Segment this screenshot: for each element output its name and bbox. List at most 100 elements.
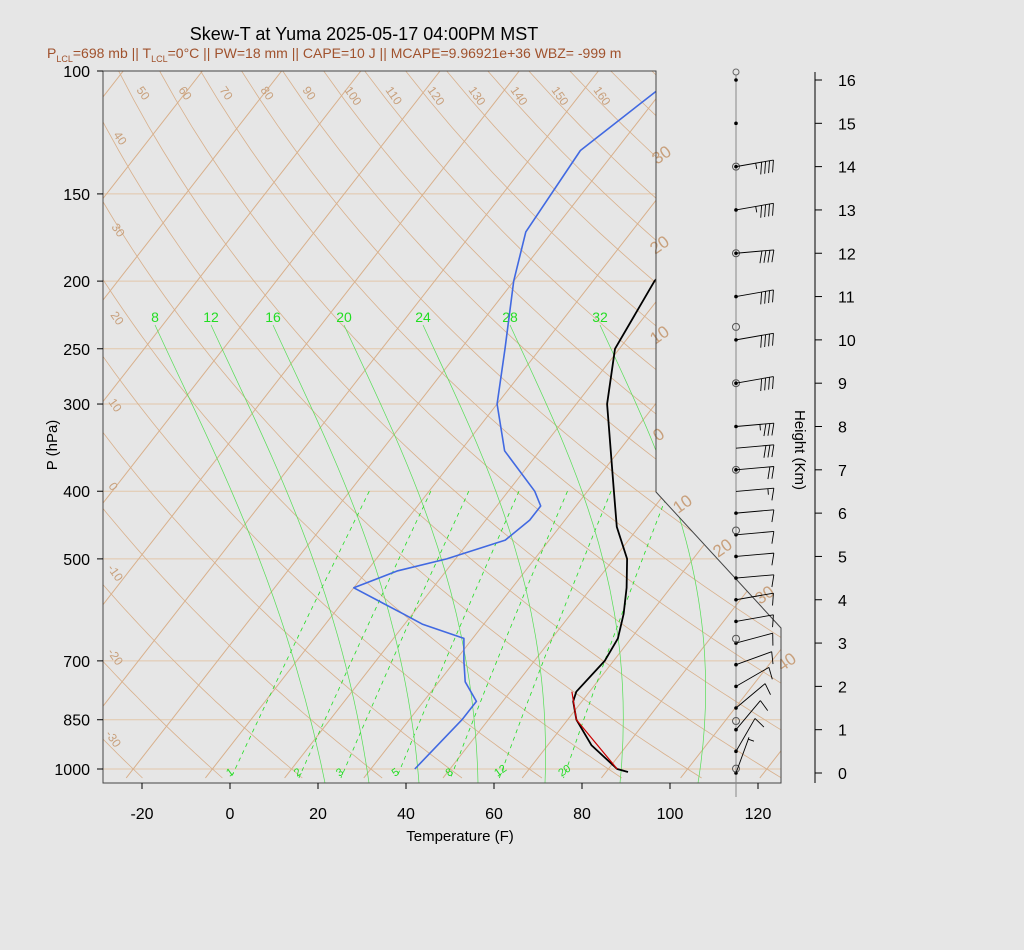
barb-staff bbox=[735, 614, 774, 622]
mixing-ratio-label: 12 bbox=[492, 763, 509, 780]
height-tick-label: 1 bbox=[838, 723, 847, 740]
wind-barb bbox=[735, 574, 775, 588]
moist-adiabat-label: 8 bbox=[151, 309, 159, 325]
barb-staff bbox=[735, 466, 774, 471]
wind-barb bbox=[735, 332, 774, 348]
dry-adiabat bbox=[103, 71, 623, 779]
barb-flag bbox=[760, 292, 763, 305]
barb-staff bbox=[735, 332, 774, 341]
height-circle bbox=[732, 322, 740, 331]
barb-flag bbox=[760, 700, 769, 711]
wind-barb bbox=[735, 700, 769, 730]
barb-flag bbox=[768, 160, 770, 174]
barb-flag bbox=[754, 718, 765, 728]
height-dot bbox=[734, 78, 738, 82]
y-tick-label: 150 bbox=[63, 187, 90, 204]
moist-adiabat-label: 32 bbox=[592, 309, 608, 325]
x-tick-label: 100 bbox=[657, 806, 684, 823]
moist-adiabat-label: 20 bbox=[336, 309, 352, 325]
barb-staff bbox=[735, 700, 761, 730]
height-tick-label: 5 bbox=[838, 549, 847, 566]
axes: -20 0 20 40 60 80 100 1201001502002503004005007… bbox=[54, 64, 771, 823]
barb-staff bbox=[735, 531, 774, 536]
x-tick-label: 60 bbox=[485, 806, 503, 823]
mixing-ratio-line bbox=[498, 491, 612, 779]
barb-flag bbox=[767, 423, 771, 436]
mixing-ratio-label: 2 bbox=[292, 766, 304, 779]
height-tick-label: 13 bbox=[838, 203, 856, 220]
barb-flag bbox=[760, 162, 763, 175]
barb-half-flag bbox=[767, 488, 769, 495]
dry-adiabat bbox=[103, 71, 702, 779]
x-tick-label: 20 bbox=[309, 806, 327, 823]
barb-staff bbox=[735, 552, 774, 557]
mixing-ratio-label: 20 bbox=[556, 763, 573, 780]
moist-adiabat bbox=[210, 324, 370, 783]
y-tick-label: 200 bbox=[63, 274, 90, 291]
hodo-top-marker bbox=[732, 68, 740, 76]
barb-flag bbox=[768, 377, 770, 390]
dry-adiabat bbox=[103, 71, 303, 779]
dry-adiabat bbox=[159, 71, 781, 779]
barb-half-flag bbox=[759, 424, 761, 431]
barb-flag bbox=[767, 466, 771, 480]
dry-adiabat bbox=[103, 71, 383, 779]
barb-flag bbox=[759, 250, 763, 264]
mixing-ratio-label: 8 bbox=[444, 766, 456, 779]
plot-frame bbox=[102, 70, 782, 784]
height-circle bbox=[732, 162, 740, 171]
y-tick-label: 100 bbox=[63, 64, 90, 81]
barb-half-flag bbox=[748, 738, 755, 742]
wind-barb bbox=[735, 651, 774, 666]
isotherm-line bbox=[103, 71, 520, 779]
isotherm-line bbox=[103, 71, 362, 779]
plot-border bbox=[102, 70, 782, 784]
wind-barb bbox=[735, 289, 774, 305]
moist-adiabat-label: 12 bbox=[203, 309, 219, 325]
barb-staff bbox=[735, 376, 774, 384]
isotherm-line bbox=[103, 71, 283, 779]
x-tick-label: -20 bbox=[130, 806, 153, 823]
barb-flag bbox=[760, 335, 763, 348]
y-tick-label: 250 bbox=[63, 342, 90, 359]
barb-staff bbox=[735, 509, 774, 514]
barb-flag bbox=[764, 683, 771, 695]
isotherm-line bbox=[125, 71, 679, 779]
y-tick-label: 400 bbox=[63, 484, 90, 501]
chart-subtitle: PLCL=698 mb || TLCL=0°C || PW=18 mm || C… bbox=[47, 45, 621, 64]
dry-adiabat bbox=[118, 71, 781, 779]
height-tick-label: 15 bbox=[838, 116, 856, 133]
height-tick-label: 12 bbox=[838, 246, 856, 263]
dry-adiabat bbox=[103, 71, 543, 779]
barb-staff bbox=[735, 202, 774, 211]
subtitle-lcl-sub-1: LCL bbox=[56, 54, 73, 64]
wind-barb bbox=[735, 552, 775, 566]
moist-adiabat-label: 28 bbox=[502, 309, 518, 325]
barb-flag bbox=[764, 377, 766, 391]
barb-flag bbox=[768, 290, 770, 304]
mixing-ratio-label: 3 bbox=[334, 766, 346, 779]
plot-area bbox=[103, 71, 781, 783]
moist-adiabat bbox=[422, 324, 546, 783]
moist-adiabat-label: 24 bbox=[415, 309, 431, 325]
barb-flag bbox=[763, 445, 767, 458]
dry-adiabat bbox=[364, 71, 781, 779]
barb-flag bbox=[772, 593, 774, 606]
barb-flag bbox=[760, 378, 763, 392]
barb-flag bbox=[767, 445, 771, 458]
barb-staff bbox=[735, 289, 774, 298]
barb-staff bbox=[735, 444, 774, 449]
barb-half-flag bbox=[755, 206, 758, 213]
barb-flag bbox=[764, 204, 766, 218]
moist-adiabat-label: 16 bbox=[265, 309, 281, 325]
mixing-ratio-label: 1 bbox=[224, 766, 236, 779]
height-tick-label: 0 bbox=[838, 766, 847, 783]
barb-flag bbox=[771, 249, 775, 263]
wind-barb bbox=[735, 444, 775, 458]
height-axis-label: Height (Km) bbox=[791, 410, 808, 490]
dry-adiabat bbox=[103, 71, 463, 779]
height-tick-label: 8 bbox=[838, 420, 847, 437]
x-tick-label: 40 bbox=[397, 806, 415, 823]
